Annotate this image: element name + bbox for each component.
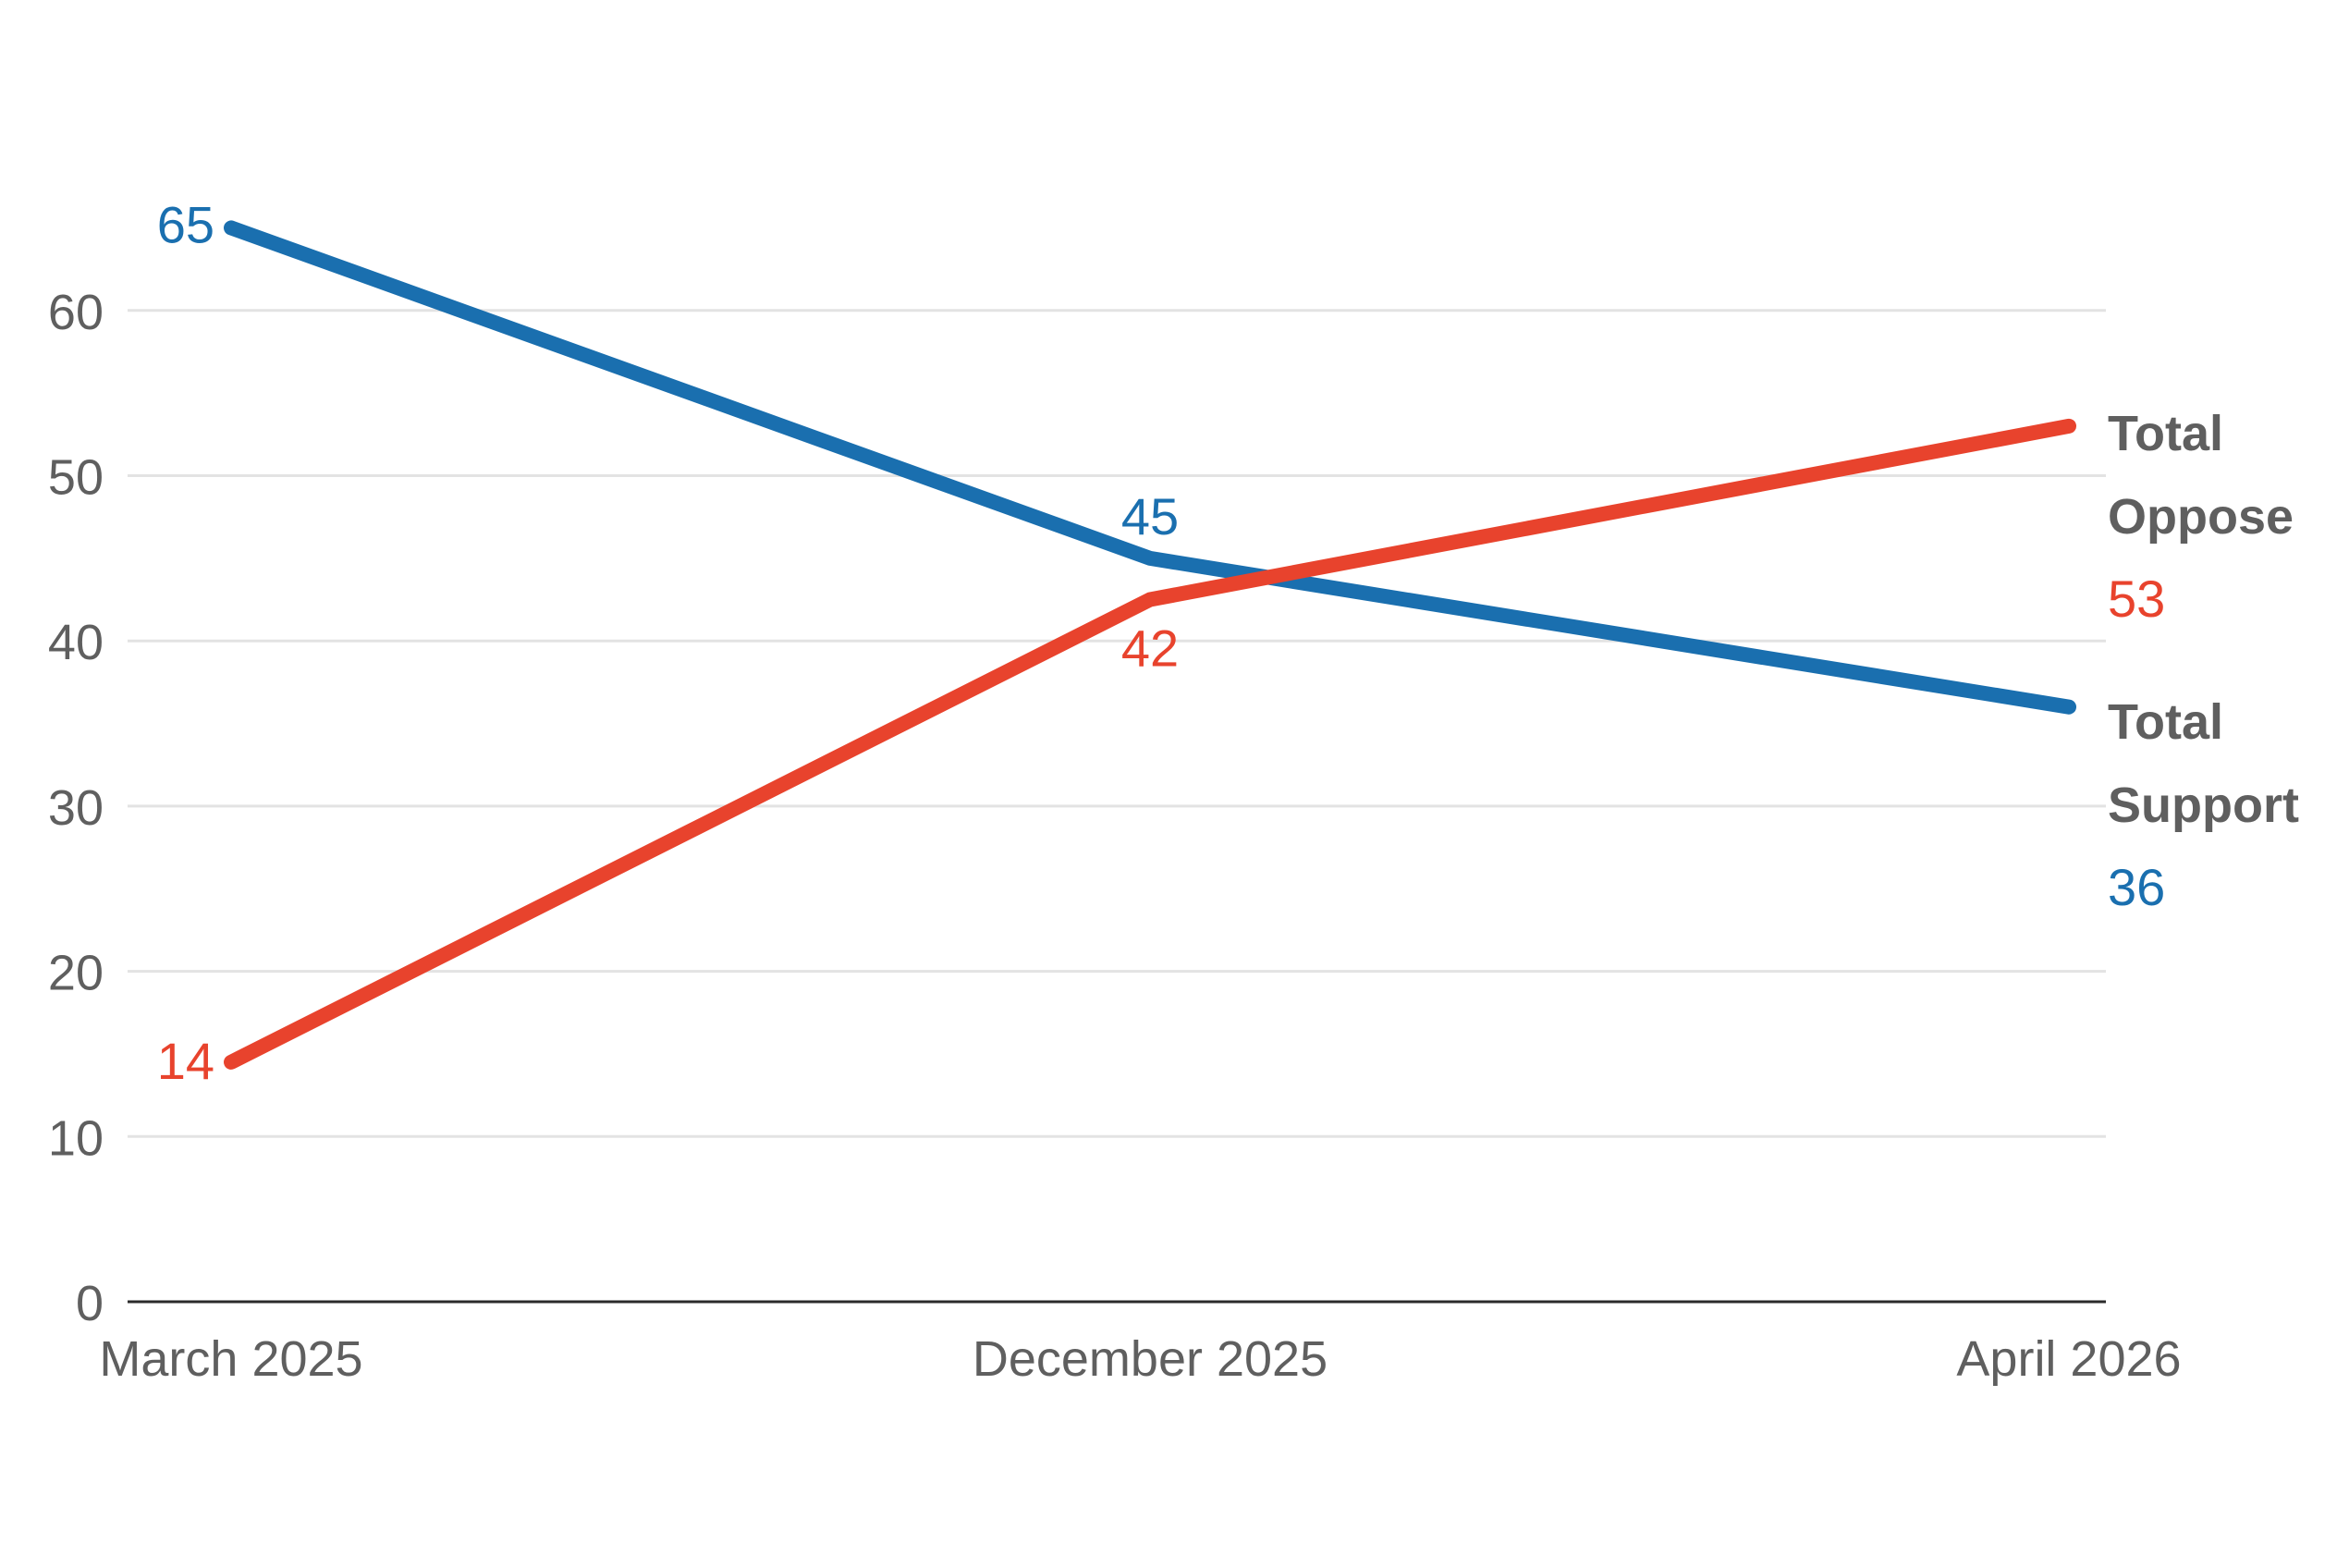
y-tick-label: 10: [48, 1110, 104, 1166]
series-name-label: Total: [2108, 694, 2223, 750]
x-tick-label: March 2025: [99, 1331, 362, 1387]
x-tick-label: December 2025: [973, 1331, 1328, 1387]
data-label: 45: [1121, 487, 1179, 545]
series-name-label: Oppose: [2108, 489, 2294, 545]
data-labels: 65 14 45 42 Total Oppose 53 Total Support 36: [157, 195, 2299, 1089]
data-label: 65: [157, 195, 214, 253]
data-label: 36: [2108, 858, 2165, 916]
series-line-total-oppose: [224, 418, 2076, 1070]
series-name-label: Support: [2108, 778, 2299, 833]
series-lines: [224, 220, 2076, 1070]
gridlines: [128, 309, 2106, 1138]
y-tick-label: 50: [48, 450, 104, 506]
data-label: 14: [157, 1032, 214, 1090]
axes: 0 10 20 30 40 50 60 March 2025 December 2025 Apri…: [48, 285, 2182, 1387]
series-name-label: Total: [2108, 406, 2223, 461]
series-line-total-support: [224, 220, 2076, 715]
y-tick-label: 0: [76, 1276, 104, 1331]
y-tick-label: 30: [48, 780, 104, 836]
y-tick-label: 20: [48, 946, 104, 1001]
y-tick-label: 40: [48, 615, 104, 670]
data-label: 42: [1121, 619, 1179, 678]
data-label: 53: [2108, 570, 2165, 628]
y-tick-label: 60: [48, 285, 104, 340]
x-tick-label: April 2026: [1956, 1331, 2181, 1387]
